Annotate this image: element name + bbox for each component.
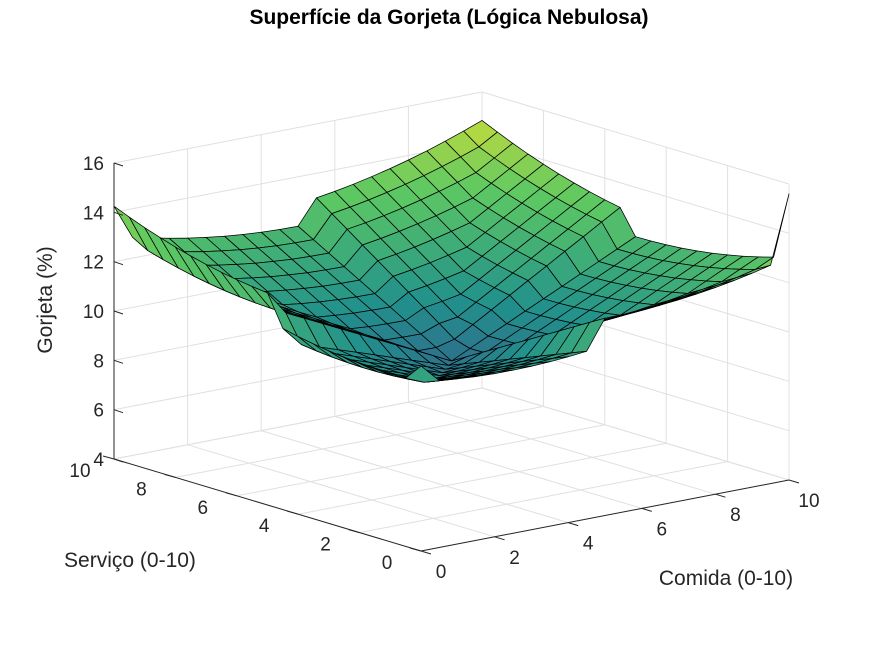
x-tick-mark	[788, 479, 800, 484]
x-tick-mark	[715, 493, 726, 498]
y-tick-mark	[225, 492, 237, 497]
z-tick-label: 4	[93, 450, 104, 471]
grid-line	[298, 442, 667, 515]
x-axis-line	[420, 479, 790, 552]
y-tick-mark	[164, 473, 176, 478]
y-tick-mark	[102, 455, 115, 460]
grid-line	[481, 91, 790, 185]
grid-line	[481, 387, 790, 481]
y-tick-label: 6	[198, 498, 209, 519]
z-tick-label: 8	[93, 351, 104, 372]
grid-line	[113, 140, 483, 213]
z-tick-label: 14	[83, 203, 105, 224]
z-axis-label: Gorjeta (%)	[34, 246, 57, 353]
x-tick-label: 10	[798, 491, 819, 512]
y-tick-label: 10	[69, 461, 90, 482]
y-tick-label: 0	[382, 553, 393, 574]
surface-mesh	[113, 120, 790, 383]
z-tick-mark	[113, 310, 124, 315]
x-tick-label: 0	[436, 562, 447, 583]
z-tick-mark	[113, 261, 124, 266]
grid-line	[113, 91, 483, 164]
grid-line	[481, 140, 790, 234]
x-tick-label: 6	[657, 519, 668, 540]
grid-line	[334, 415, 642, 509]
z-tick-mark	[113, 458, 124, 463]
x-axis-label: Comida (0-10)	[659, 567, 793, 590]
z-tick-label: 12	[83, 253, 104, 274]
grid-line	[408, 401, 716, 495]
grid-line	[359, 461, 728, 534]
grid-line	[113, 387, 483, 460]
x-tick-label: 2	[509, 548, 520, 569]
surface-facet	[405, 365, 440, 383]
chart-title: Superfície da Gorjeta (Lógica Nebulosa)	[249, 6, 648, 29]
x-tick-mark	[420, 550, 432, 555]
grid-line	[236, 424, 605, 497]
z-tick-mark	[113, 359, 124, 364]
y-tick-mark	[348, 529, 360, 534]
grid-line	[175, 405, 544, 478]
x-tick-mark	[641, 507, 652, 512]
grid-line	[187, 444, 495, 538]
z-tick-label: 6	[93, 401, 104, 422]
x-tick-mark	[494, 536, 505, 541]
y-tick-mark	[287, 510, 299, 515]
grid-line	[261, 430, 569, 524]
z-tick-mark	[113, 162, 124, 167]
y-tick-label: 4	[259, 516, 270, 537]
x-tick-label: 4	[583, 534, 594, 555]
y-tick-mark	[409, 547, 422, 552]
y-axis-label: Serviço (0-10)	[64, 549, 196, 572]
z-tick-mark	[113, 409, 124, 414]
z-tick-mark	[113, 211, 124, 216]
x-tick-mark	[568, 522, 579, 527]
z-tick-label: 16	[83, 154, 104, 175]
y-tick-label: 8	[136, 479, 147, 500]
y-tick-label: 2	[320, 535, 331, 556]
x-tick-label: 8	[730, 505, 741, 526]
z-tick-label: 10	[83, 302, 104, 323]
